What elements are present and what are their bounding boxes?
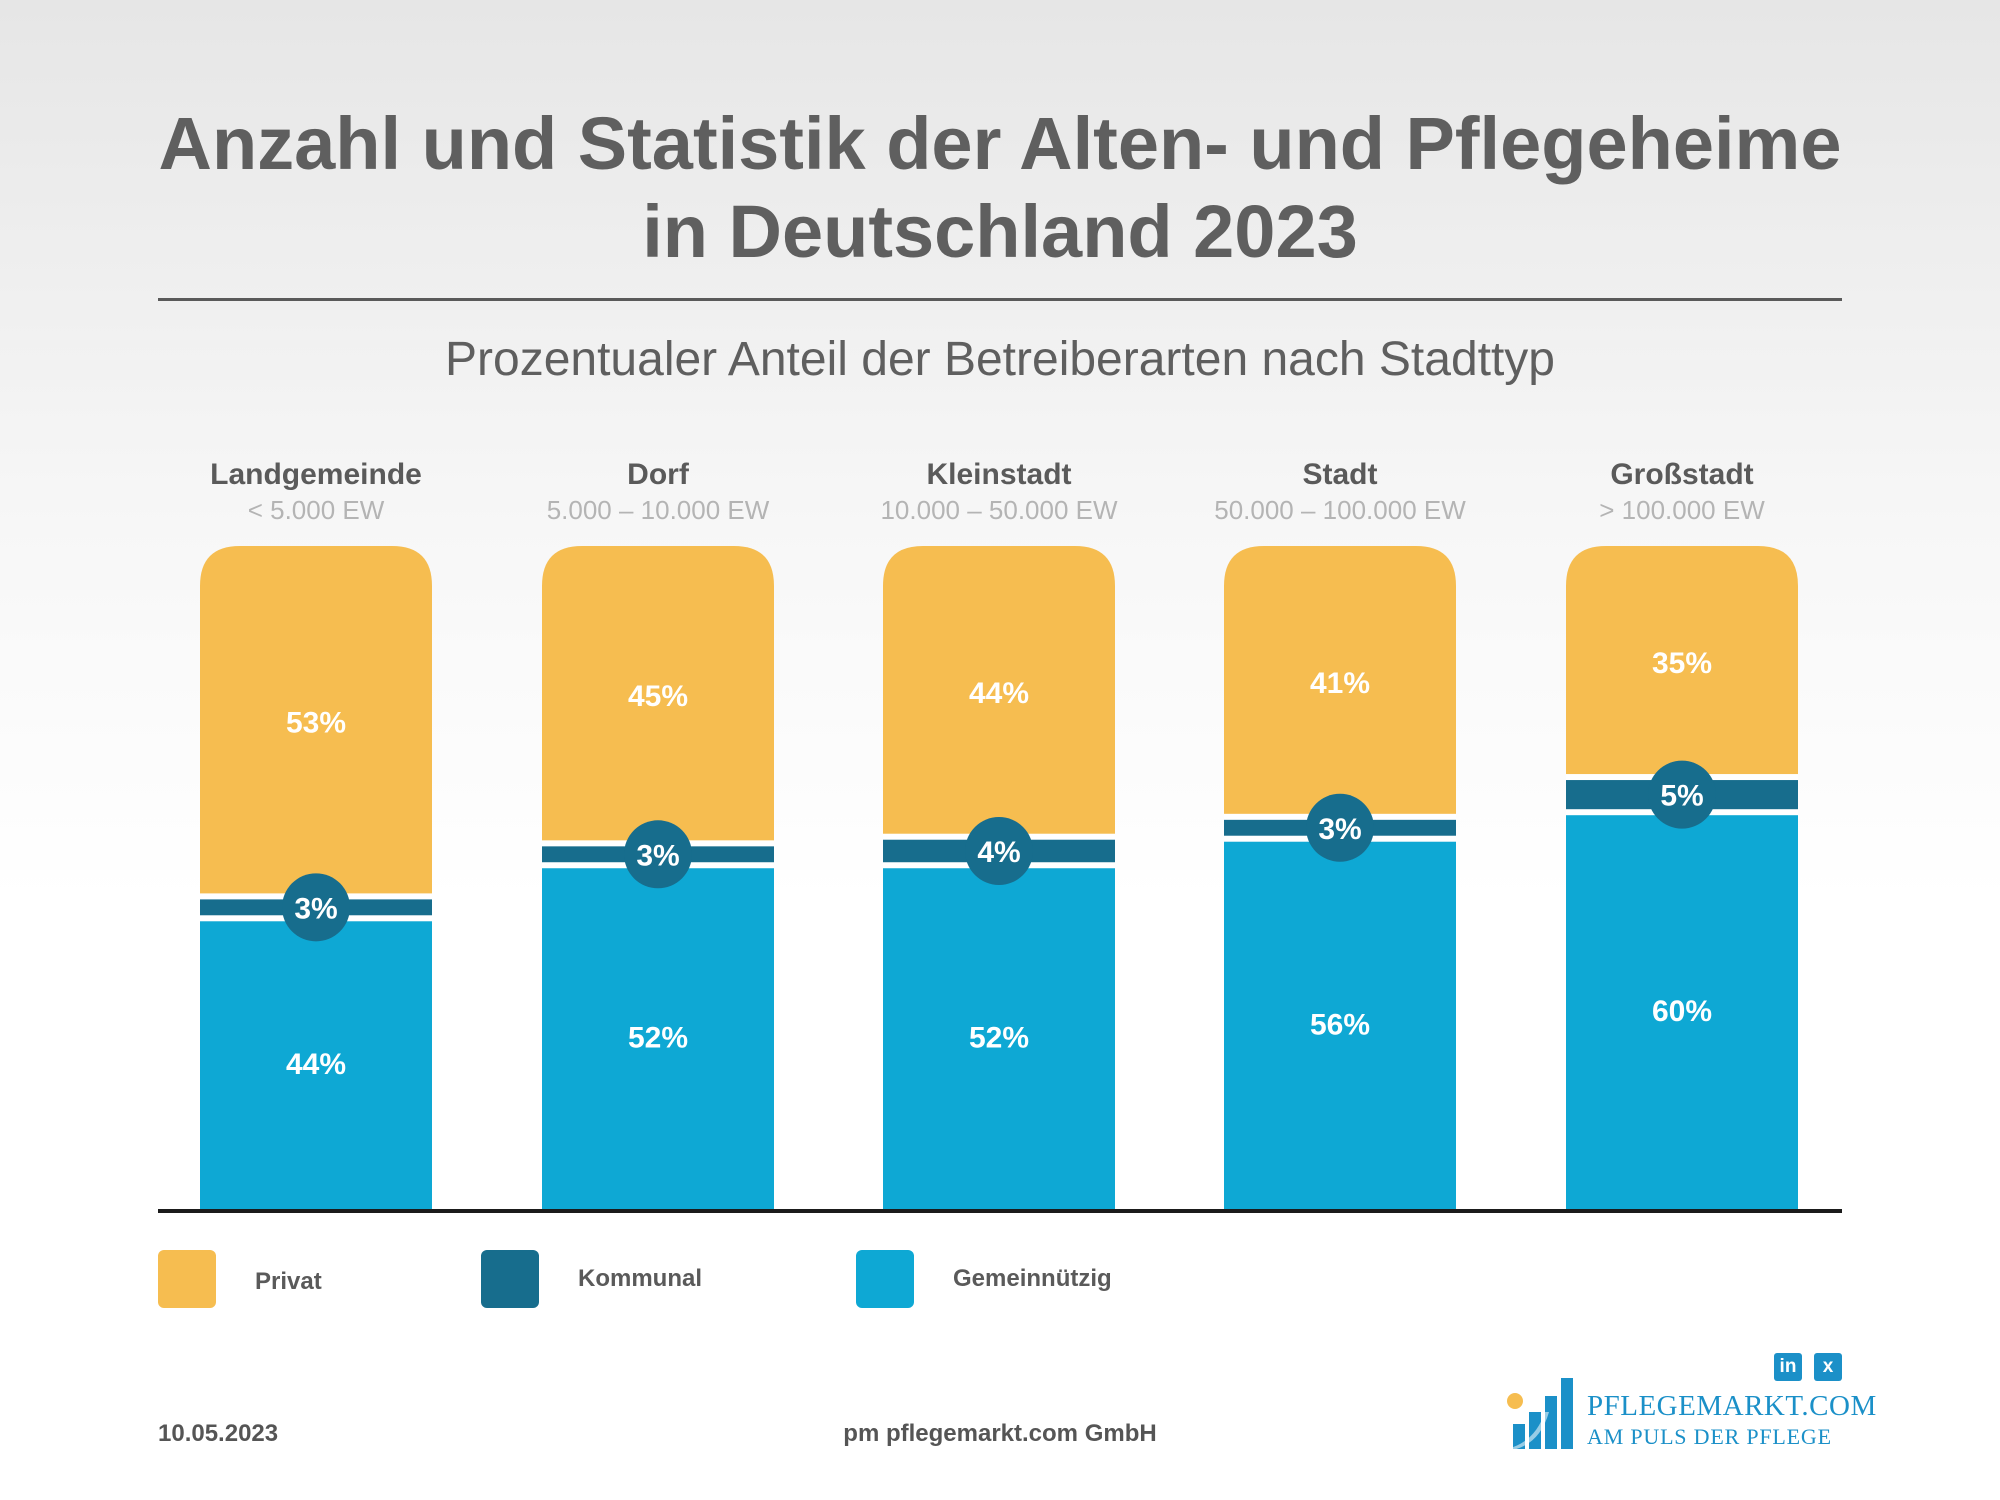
bar-gemeinnuetzig-cat-3 <box>1224 837 1456 1209</box>
chart-title: Anzahl und Statistik der Alten- und Pfle… <box>0 100 2000 276</box>
category-label-cat-2: Kleinstadt <box>926 458 1071 491</box>
kommunal-badge-cat-3 <box>1306 793 1374 862</box>
bar-gemeinnuetzig-cat-4 <box>1566 811 1798 1209</box>
bar-privat-cat-3 <box>1224 546 1456 818</box>
category-label-cat-1: Dorf <box>627 458 690 491</box>
value-label-gemeinnuetzig-cat-4: 60% <box>1652 995 1712 1028</box>
value-label-kommunal-cat-2: 4% <box>977 836 1020 869</box>
footer-company: pm pflegemarkt.com GmbH <box>843 1420 1157 1447</box>
logo-mark-icon <box>1507 1378 1573 1451</box>
value-label-kommunal-cat-0: 3% <box>294 892 337 925</box>
category-sublabel-cat-1: 5.000 – 10.000 EW <box>547 495 770 525</box>
logo-name: PFLEGEMARKT.COM <box>1587 1390 1877 1422</box>
legend-swatch-gemeinnuetzig <box>856 1250 914 1308</box>
footer-date: 10.05.2023 <box>158 1420 279 1447</box>
category-sublabel-cat-3: 50.000 – 100.000 EW <box>1214 495 1466 525</box>
category-sublabel-cat-2: 10.000 – 50.000 EW <box>880 495 1118 525</box>
legend-label-privat: Privat <box>255 1268 322 1295</box>
value-label-gemeinnuetzig-cat-3: 56% <box>1310 1008 1370 1041</box>
bar-privat-cat-4 <box>1566 546 1798 779</box>
value-label-gemeinnuetzig-cat-2: 52% <box>969 1022 1029 1055</box>
value-label-kommunal-cat-4: 5% <box>1660 780 1703 813</box>
logo-tagline: AM PULS DER PFLEGE <box>1587 1424 1832 1449</box>
chart-baseline <box>158 1209 1842 1213</box>
pflegemarkt-logo[interactable]: PFLEGEMARKT.COM AM PULS DER PFLEGE <box>1505 1352 1876 1452</box>
value-label-kommunal-cat-3: 3% <box>1318 813 1361 846</box>
category-label-cat-4: Großstadt <box>1610 458 1753 491</box>
value-label-privat-cat-0: 53% <box>286 707 346 740</box>
category-sublabel-cat-0: < 5.000 EW <box>248 495 385 525</box>
category-label-cat-3: Stadt <box>1303 458 1378 491</box>
kommunal-badge-cat-4 <box>1648 760 1716 829</box>
title-line-2: in Deutschland 2023 <box>642 190 1358 273</box>
linkedin-icon[interactable]: in <box>1774 1353 1802 1381</box>
category-label-cat-0: Landgemeinde <box>210 458 422 491</box>
title-line-1: Anzahl und Statistik der Alten- und Pfle… <box>158 102 1842 185</box>
bar-gemeinnuetzig-cat-1 <box>542 864 774 1209</box>
legend-label-kommunal: Kommunal <box>578 1265 703 1292</box>
kommunal-badge-cat-1 <box>624 820 692 889</box>
bar-privat-cat-1 <box>542 546 774 845</box>
bar-gemeinnuetzig-cat-0 <box>200 917 432 1209</box>
legend-swatch-privat <box>158 1250 216 1308</box>
bar-privat-cat-0 <box>200 546 432 898</box>
category-sublabel-cat-4: > 100.000 EW <box>1599 495 1765 525</box>
value-label-privat-cat-2: 44% <box>969 677 1029 710</box>
value-label-gemeinnuetzig-cat-0: 44% <box>286 1048 346 1081</box>
chart-subtitle: Prozentualer Anteil der Betreiberarten n… <box>445 333 1555 386</box>
value-label-gemeinnuetzig-cat-1: 52% <box>628 1022 688 1055</box>
kommunal-badge-cat-0 <box>282 873 350 942</box>
value-label-kommunal-cat-1: 3% <box>636 839 679 872</box>
legend-label-gemeinnuetzig: Gemeinnützig <box>953 1265 1112 1292</box>
value-label-privat-cat-3: 41% <box>1310 667 1370 700</box>
value-label-privat-cat-1: 45% <box>628 680 688 713</box>
bar-gemeinnuetzig-cat-2 <box>883 864 1115 1209</box>
kommunal-badge-cat-2 <box>965 816 1033 885</box>
legend-swatch-kommunal <box>481 1250 539 1308</box>
title-divider <box>158 298 1842 301</box>
xing-icon[interactable]: x <box>1814 1353 1842 1381</box>
bar-privat-cat-2 <box>883 546 1115 838</box>
value-label-privat-cat-4: 35% <box>1652 647 1712 680</box>
